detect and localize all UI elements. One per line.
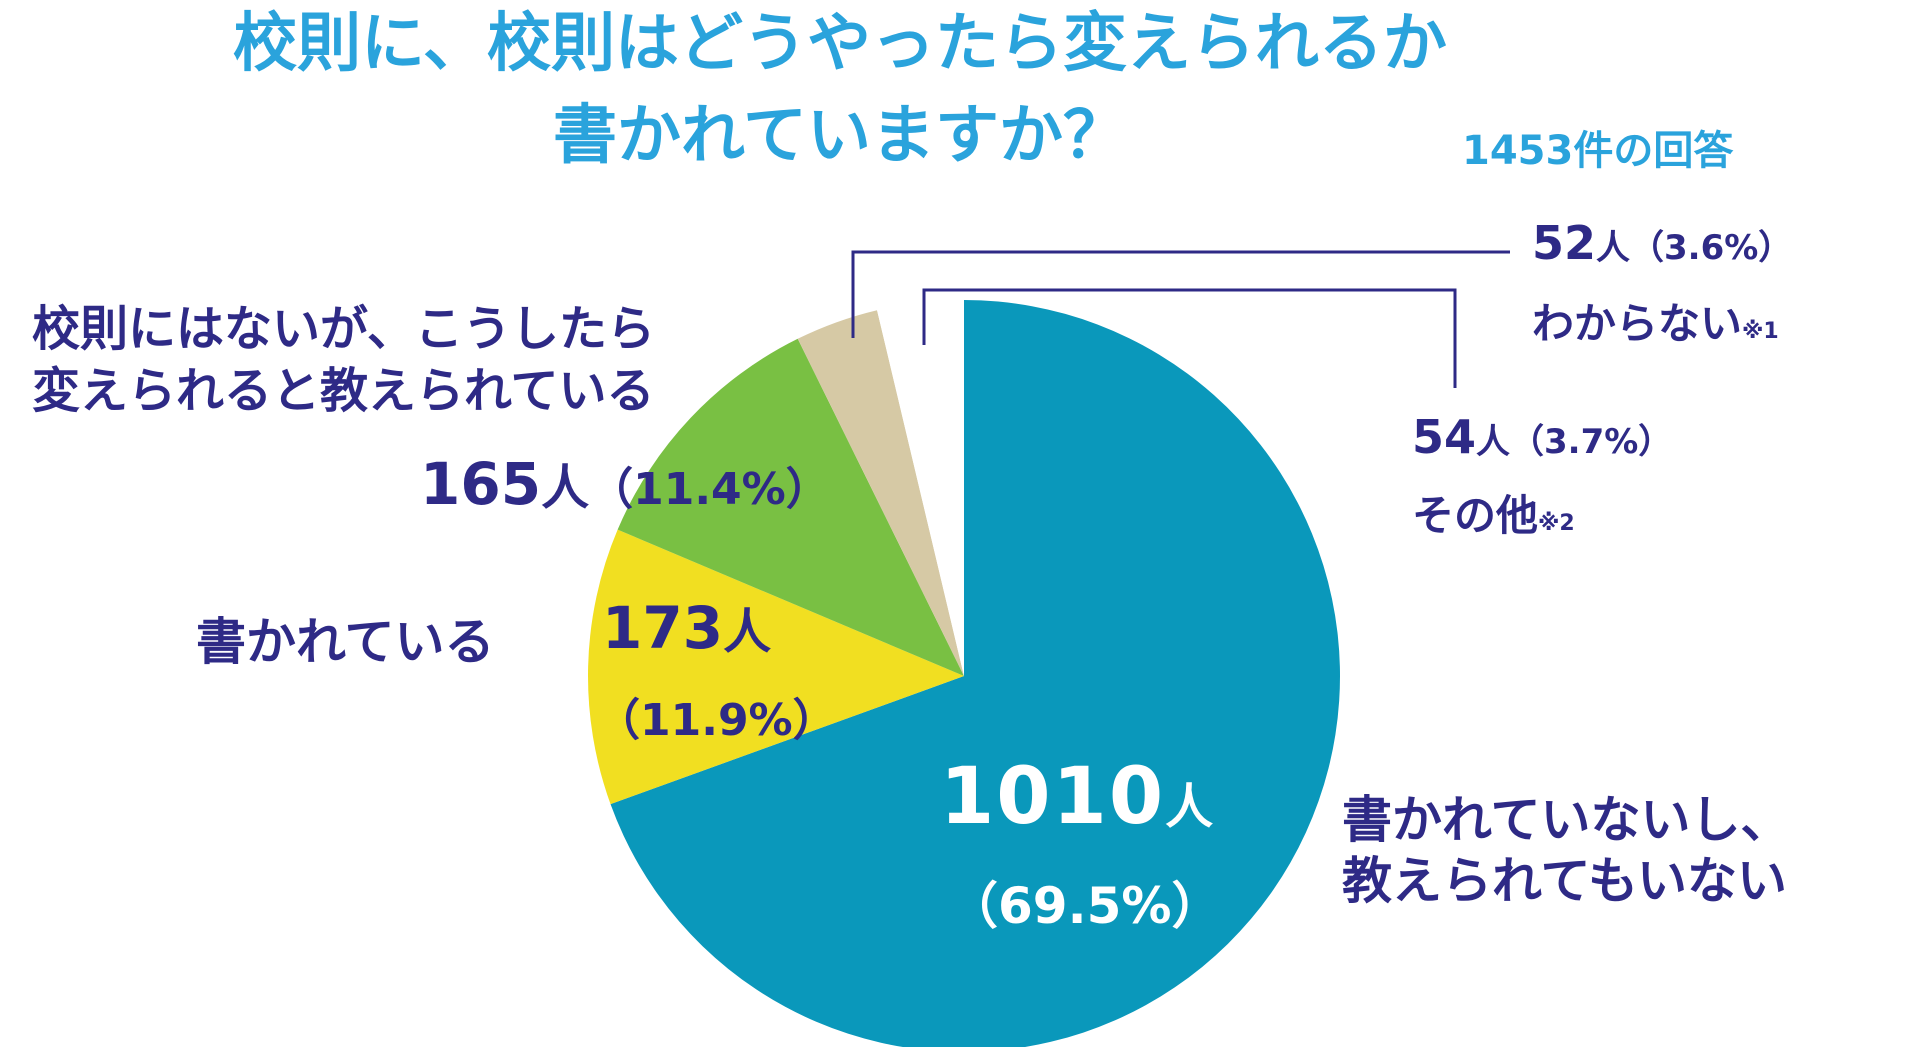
- percent-written: （11.9%）: [596, 695, 837, 746]
- value-number: 165: [420, 450, 542, 518]
- footnote-mark: ※1: [1742, 319, 1779, 344]
- value-taught: 165人（11.4%）: [420, 448, 830, 518]
- response-count: 1453件の回答: [1462, 128, 1734, 174]
- slice-written: [588, 529, 964, 805]
- value-number: 173: [602, 594, 724, 662]
- label-taught: 校則にはないが、こうしたら 変えられると教えられている: [32, 298, 655, 423]
- label-text: その他: [1412, 491, 1539, 540]
- value-number: 1010: [940, 752, 1166, 842]
- label-line1: 校則にはないが、こうしたら: [32, 301, 656, 357]
- value-unit: 人: [541, 460, 590, 516]
- label-not-written: 書かれていないし、 教えられてもいない: [1342, 790, 1791, 912]
- leader-line-unknown: [851, 250, 1510, 338]
- label-line1: 書かれていないし、: [1342, 791, 1791, 849]
- value-number: 54: [1412, 410, 1477, 464]
- footnote-mark: ※2: [1538, 511, 1575, 536]
- label-unknown: わからない※1: [1532, 290, 1779, 351]
- value-unit: 人: [1165, 779, 1216, 835]
- label-written: 書かれている: [196, 613, 495, 671]
- value-other: 54人（3.7%）: [1412, 410, 1672, 464]
- chart-title-line1: 校則に、校則はどうやったら変えられるか: [232, 7, 1448, 81]
- value-percent: （11.4%）: [589, 464, 830, 515]
- value-unit: 人: [723, 604, 772, 660]
- slice-not-written: [610, 300, 1340, 1047]
- value-unit: 人: [1596, 228, 1631, 268]
- value-number: 52: [1532, 216, 1597, 270]
- value-not-written: 1010人: [940, 752, 1215, 842]
- value-unknown: 52人（3.6%）: [1532, 216, 1792, 270]
- value-written: 173人: [602, 592, 771, 662]
- leader-line-other: [922, 288, 1457, 388]
- label-other: その他※2: [1412, 482, 1575, 543]
- label-line2: 変えられると教えられている: [32, 363, 655, 420]
- label-text: わからない: [1532, 299, 1743, 348]
- value-unit: 人: [1476, 422, 1511, 462]
- label-line2: 教えられてもいない: [1342, 852, 1787, 910]
- value-percent: （3.6%）: [1630, 228, 1793, 268]
- chart-title-line2: 書かれていますか？: [552, 99, 1128, 173]
- value-percent: （3.7%）: [1510, 422, 1673, 462]
- percent-not-written: （69.5%）: [948, 877, 1222, 935]
- slice-unknown: [797, 310, 964, 676]
- slice-taught: [617, 338, 964, 676]
- slice-other: [877, 300, 964, 676]
